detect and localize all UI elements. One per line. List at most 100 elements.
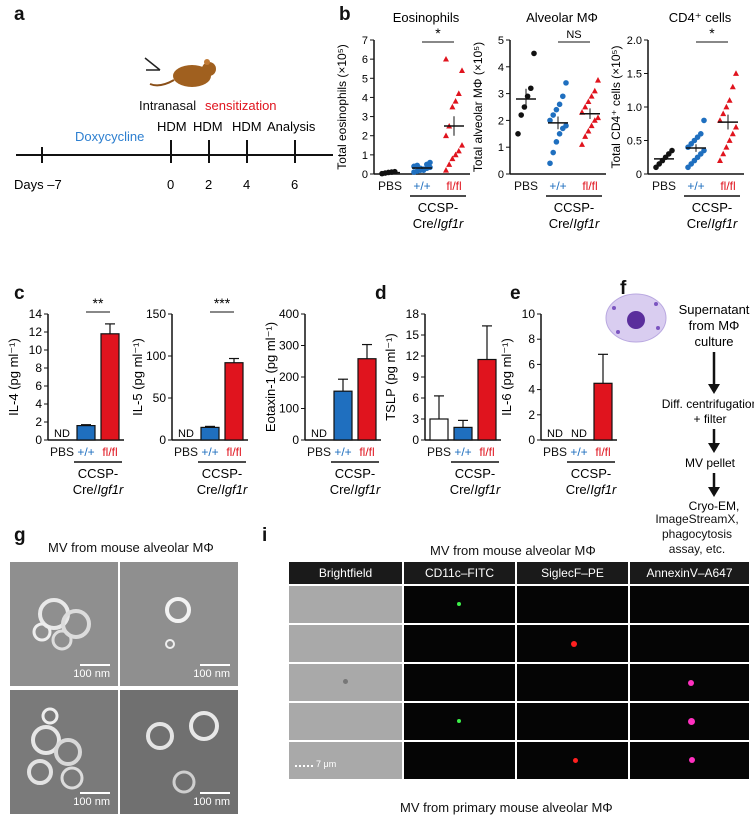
chart-b3-title: CD4⁺ cells [669, 10, 732, 25]
chart-b1-ytick-label-0: 0 [362, 169, 368, 181]
bar-chart-5-label-pbs: PBS [543, 445, 567, 459]
chart-b2-ytick-label-2: 2 [498, 115, 504, 127]
channel-header-siglecf: SiglecF–PE [517, 562, 628, 584]
channel-header-cd11c: CD11c–FITC [404, 562, 515, 584]
chart-b3-genotype-line1: CCSP- [692, 200, 732, 215]
image-row-3 [289, 664, 749, 701]
workflow-step-imagestream: ImageStreamX, [655, 512, 739, 526]
chart-b2-point-ko-2 [585, 127, 592, 134]
bar-chart-4-ytick-label-6: 18 [406, 307, 420, 321]
bar-chart-5-label-ko: fl/fl [595, 445, 610, 459]
chart-b1-point-pbs-4 [392, 168, 398, 175]
chart-b2-point-ko-9 [588, 93, 595, 99]
chart-b3-ytick-label-2: 1.0 [627, 102, 642, 114]
panel-letter-g: g [14, 525, 26, 546]
panel-letter-d: d [375, 283, 387, 304]
chart-b2-point-wt-9 [556, 101, 563, 108]
chart-b2-point-ko-7 [582, 103, 589, 110]
chart-b1-ytick-label-6: 6 [362, 54, 368, 66]
imagestream-scale-bar [295, 765, 313, 767]
chart-b2-point-wt-5 [563, 122, 569, 129]
bar-chart-1-bar-wt [76, 425, 96, 441]
days-label: Days –7 [14, 177, 62, 192]
bar-chart-5-genotype-line2: Cre/Igf1r [566, 482, 617, 497]
chart-b1-genotype-line2: Cre/Igf1r [413, 216, 464, 231]
workflow-step-phagocytosis: phagocytosis [661, 527, 733, 541]
bar-chart-2-genotype-line1: CCSP- [202, 466, 242, 481]
day-tick-6: 6 [291, 177, 298, 192]
chart-b2-point-pbs-5 [531, 50, 537, 57]
panel-letter-e: e [510, 283, 521, 304]
chart-b3-point-ko-4 [729, 130, 736, 137]
bar-chart-3-genotype-line2: Cre/Igf1r [330, 482, 381, 497]
bar-chart-1-label-wt: +/+ [77, 445, 94, 459]
bar-chart-2-genotype-line2: Cre/Igf1r [197, 482, 248, 497]
em-image-3: 100 nm [10, 690, 118, 814]
bar-chart-1-ylabel: IL-4 (pg ml⁻¹) [6, 338, 21, 416]
chart-b2-point-wt-2 [553, 139, 560, 145]
chart-b2-genotype-line1: CCSP- [554, 200, 594, 215]
bar-chart-3-ylabel: Eotaxin-1 (pg ml⁻¹) [263, 322, 278, 432]
bar-chart-1-genotype-line2: Cre/Igf1r [73, 482, 124, 497]
bar-chart-3-ytick-label-3: 300 [279, 339, 299, 353]
workflow-step-pellet: MV pellet [685, 456, 736, 470]
em-scale-bar-2 [200, 664, 230, 666]
bar-chart-1-ytick-label-7: 14 [29, 307, 43, 321]
bar-chart-1-label-pbs: PBS [50, 445, 74, 459]
bar-chart-2-label-pbs: PBS [174, 445, 198, 459]
chart-b3-ytick-label-4: 2.0 [627, 35, 642, 47]
chart-b2-point-pbs-4 [528, 85, 534, 92]
chart-b3-ytick-label-3: 1.5 [627, 69, 642, 81]
bar-chart-5-genotype-line1: CCSP- [571, 466, 611, 481]
em-scale-label-2: 100 nm [193, 668, 230, 680]
workflow-final-lines: ImageStreamX, phagocytosis assay, etc. [640, 512, 754, 557]
bar-chart-3-ytick-label-2: 200 [279, 370, 299, 384]
bar-chart-1-nd-pbs: ND [54, 428, 70, 440]
bar-chart-2-nd-pbs: ND [178, 428, 194, 440]
chart-b1-ytick-label-5: 5 [362, 73, 368, 85]
mouse-icon [144, 57, 216, 87]
hdm-label-2: HDM [193, 119, 223, 134]
chart-b1-label-pbs: PBS [378, 179, 402, 193]
bar-chart-4-ytick-label-0: 0 [412, 433, 419, 447]
panel-i-caption: MV from primary mouse alveolar MΦ [400, 800, 613, 815]
bar-chart-3-label-ko: fl/fl [359, 445, 374, 459]
image-row-1 [289, 586, 749, 623]
chart-b2-point-ko-1 [582, 133, 589, 139]
channel-header-annexinv: AnnexinV–A647 [630, 562, 749, 584]
bar-chart-5-ytick-label-4: 8 [528, 332, 535, 346]
chart-b3-point-ko-5 [733, 123, 739, 130]
workflow-step-supernatant: Supernatant [679, 302, 750, 317]
em-scale-bar-4 [200, 792, 230, 794]
chart-b2-point-pbs-0 [515, 131, 521, 137]
chart-b3-sig-label: * [709, 25, 715, 41]
bar-chart-1-sig-label: ** [93, 295, 104, 311]
em-image-1b: 100 nm [10, 562, 118, 686]
bar-chart-4-bar-pbs [429, 418, 449, 441]
bar-chart-3-genotype-line1: CCSP- [335, 466, 375, 481]
chart-b3-point-ko-3 [726, 137, 733, 143]
bar-chart-5-ylabel: IL-6 (pg ml⁻¹) [499, 338, 514, 416]
chart-b3-point-ko-7 [720, 110, 727, 117]
chart-b1-point-wt-9 [420, 167, 427, 173]
chart-b2-ytick-label-0: 0 [498, 169, 504, 181]
chart-b3-point-ko-2 [723, 144, 730, 150]
chart-b1-ytick-label-7: 7 [362, 35, 368, 47]
chart-b3-point-wt-10 [698, 131, 704, 137]
chart-b2-point-ko-8 [585, 98, 592, 105]
chart-b2-ylabel: Total alveolar MΦ (×10⁵) [471, 42, 485, 172]
bar-chart-4-ytick-label-1: 3 [412, 412, 419, 426]
image-row-5: 7 μm [289, 742, 749, 779]
bar-chart-3-ytick-label-4: 400 [279, 307, 299, 321]
chart-b2-ytick-label-4: 4 [498, 62, 504, 74]
em-image-4: 100 nm [120, 690, 238, 814]
chart-b1-ytick-label-3: 3 [362, 112, 368, 124]
bar-chart-1-ytick-label-4: 8 [35, 361, 42, 375]
chart-b3-genotype-line2: Cre/Igf1r [687, 216, 738, 231]
bar-chart-1-ytick-label-2: 4 [35, 397, 42, 411]
chart-b3-point-ko-8 [723, 103, 730, 110]
bar-chart-4-bar-wt [453, 426, 473, 441]
macrophage-icon [605, 293, 667, 343]
bar-chart-5-nd-pbs: ND [547, 428, 563, 440]
day-tick-2: 2 [205, 177, 212, 192]
